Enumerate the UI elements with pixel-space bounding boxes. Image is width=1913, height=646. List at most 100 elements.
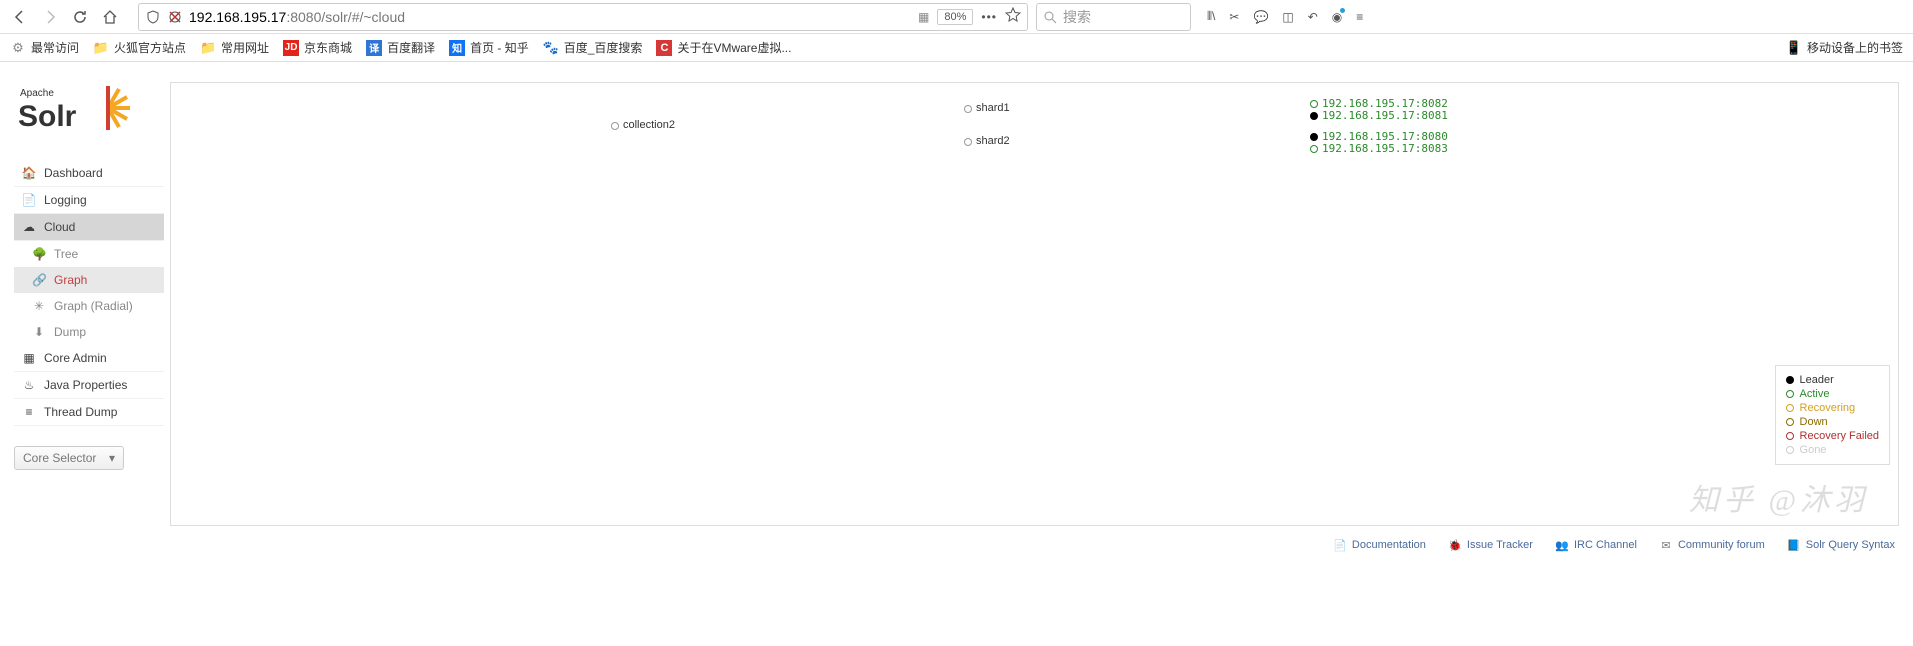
legend-label: Gone — [1800, 444, 1827, 456]
submenu-graph[interactable]: 🔗Graph — [14, 267, 164, 293]
menu-icon: 📄 — [22, 193, 36, 207]
cloud-graph — [171, 83, 471, 233]
bookmark-item[interactable]: 📁火狐官方站点 — [93, 39, 186, 56]
footer-icon: ✉ — [1659, 538, 1673, 552]
replica-dot[interactable] — [1310, 145, 1318, 153]
menu-icon: ♨ — [22, 378, 36, 392]
footer: 📄Documentation 🐞Issue Tracker 👥IRC Channel… — [0, 532, 1913, 558]
qr-icon[interactable]: ▦ — [918, 10, 929, 24]
url-bar[interactable]: 192.168.195.17:8080/solr/#/~cloud ▦ 80% … — [138, 3, 1028, 31]
bookmark-item[interactable]: 🐾百度_百度搜索 — [543, 39, 643, 56]
browser-toolbar: 192.168.195.17:8080/solr/#/~cloud ▦ 80% … — [0, 0, 1913, 34]
graph-node-dot[interactable] — [611, 122, 619, 130]
menu-icon: ▦ — [22, 351, 36, 365]
menu-core-admin[interactable]: ▦ Core Admin — [14, 345, 164, 372]
replica-dot[interactable] — [1310, 100, 1318, 108]
paw-icon: 🐾 — [543, 40, 559, 56]
zoom-badge[interactable]: 80% — [937, 9, 973, 25]
submenu-tree[interactable]: 🌳Tree — [14, 241, 164, 267]
legend-dot — [1786, 418, 1794, 426]
mobile-bookmarks[interactable]: 📱 移动设备上的书签 — [1786, 39, 1903, 56]
bookmark-item[interactable]: 知首页 - 知乎 — [449, 39, 529, 56]
footer-link-irc-channel[interactable]: 👥IRC Channel — [1555, 538, 1637, 552]
footer-label: Community forum — [1678, 539, 1765, 551]
solr-logo: Apache Solr — [14, 82, 164, 142]
menu-label: Thread Dump — [44, 405, 117, 419]
legend-label: Active — [1800, 388, 1830, 400]
menu-cloud[interactable]: ☁Cloud — [14, 214, 164, 241]
bookmark-item[interactable]: JD京东商城 — [283, 39, 352, 56]
legend-label: Leader — [1800, 374, 1834, 386]
bookmark-item[interactable]: C关于在VMware虚拟... — [656, 39, 791, 56]
sidebar-icon[interactable]: ◫ — [1282, 10, 1293, 24]
legend-row: Active — [1786, 388, 1879, 400]
chevron-down-icon: ▾ — [109, 451, 115, 465]
legend-row: Recovering — [1786, 402, 1879, 414]
undo-icon[interactable]: ↶ — [1308, 10, 1318, 24]
page-actions-icon[interactable]: ••• — [981, 10, 997, 24]
submenu-dump[interactable]: ⬇Dump — [14, 319, 164, 345]
graph-node-label[interactable]: shard1 — [976, 102, 1010, 114]
red-icon: C — [656, 40, 672, 56]
legend-row: Leader — [1786, 374, 1879, 386]
menu-label: Core Admin — [44, 351, 107, 365]
bookmark-label: 常用网址 — [221, 39, 269, 56]
menu-icon: ≡ — [22, 405, 36, 419]
folder-icon: 📁 — [200, 40, 216, 56]
nav-back-button[interactable] — [6, 3, 34, 31]
library-icon[interactable]: ⫴\ — [1207, 9, 1215, 24]
legend-row: Down — [1786, 416, 1879, 428]
replica-label[interactable]: 192.168.195.17:8083 — [1322, 142, 1448, 155]
jd-icon: JD — [283, 40, 299, 56]
nav-forward-button[interactable] — [36, 3, 64, 31]
bookmark-item[interactable]: 📁 常用网址 — [200, 39, 269, 56]
legend-label: Down — [1800, 416, 1828, 428]
shield-icon — [145, 9, 161, 25]
submenu-label: Graph (Radial) — [54, 299, 133, 313]
bookmark-star-icon[interactable] — [1005, 7, 1021, 26]
replica-dot[interactable] — [1310, 112, 1318, 120]
graph-legend: Leader Active Recovering Down Recovery Faile… — [1775, 365, 1890, 465]
menu-dashboard[interactable]: 🏠Dashboard — [14, 160, 164, 187]
submenu-icon: ✳ — [32, 299, 46, 313]
bookmark-item[interactable]: ⚙最常访问 — [10, 39, 79, 56]
graph-node-label[interactable]: shard2 — [976, 135, 1010, 147]
legend-label: Recovery Failed — [1800, 430, 1879, 442]
reload-button[interactable] — [66, 3, 94, 31]
graph-node-label[interactable]: collection2 — [623, 119, 675, 131]
graph-node-dot[interactable] — [964, 105, 972, 113]
screenshot-icon[interactable]: ✂ — [1229, 10, 1239, 24]
menu-icon: 🏠 — [22, 166, 36, 180]
account-icon[interactable]: ◉ — [1332, 10, 1342, 24]
footer-link-issue-tracker[interactable]: 🐞Issue Tracker — [1448, 538, 1533, 552]
menu-logging[interactable]: 📄Logging — [14, 187, 164, 214]
footer-link-community-forum[interactable]: ✉ Community forum — [1659, 538, 1765, 552]
zhi-icon: 知 — [449, 40, 465, 56]
replica-dot[interactable] — [1310, 133, 1318, 141]
footer-label: IRC Channel — [1574, 539, 1637, 551]
legend-label: Recovering — [1800, 402, 1856, 414]
submenu-graph--radial-[interactable]: ✳ Graph (Radial) — [14, 293, 164, 319]
submenu-label: Graph — [54, 273, 87, 287]
chat-icon[interactable]: 💬 — [1253, 10, 1268, 24]
svg-text:Solr: Solr — [18, 100, 77, 133]
bookmark-item[interactable]: 译百度翻译 — [366, 39, 435, 56]
legend-dot — [1786, 390, 1794, 398]
folder-icon: 📁 — [93, 40, 109, 56]
legend-row: Gone — [1786, 444, 1879, 456]
legend-dot — [1786, 404, 1794, 412]
footer-icon: 🐞 — [1448, 538, 1462, 552]
footer-link-documentation[interactable]: 📄Documentation — [1333, 538, 1426, 552]
home-button[interactable] — [96, 3, 124, 31]
browser-search-box[interactable]: 搜索 — [1036, 3, 1191, 31]
footer-link-solr-query-syntax[interactable]: 📘Solr Query Syntax — [1787, 538, 1895, 552]
bookmark-label: 百度翻译 — [387, 39, 435, 56]
menu-thread-dump[interactable]: ≡ Thread Dump — [14, 399, 164, 426]
watermark: 知乎 @沐羽 — [1689, 475, 1868, 519]
replica-label[interactable]: 192.168.195.17:8081 — [1322, 109, 1448, 122]
graph-node-dot[interactable] — [964, 138, 972, 146]
menu-java-properties[interactable]: ♨Java Properties — [14, 372, 164, 399]
core-selector-dropdown[interactable]: Core Selector ▾ — [14, 446, 124, 470]
legend-dot — [1786, 446, 1794, 454]
menu-icon[interactable]: ≡ — [1356, 10, 1363, 24]
